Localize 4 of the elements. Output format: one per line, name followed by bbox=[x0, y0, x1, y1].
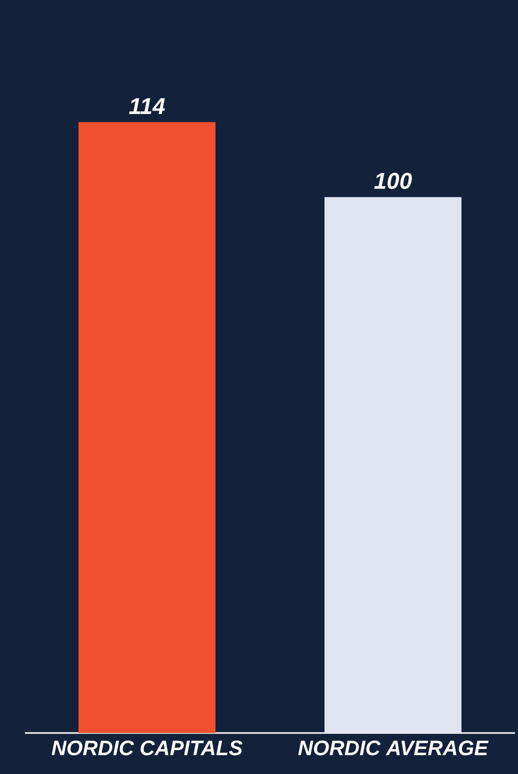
data-label: 100 bbox=[374, 172, 412, 189]
data-label: 114 bbox=[129, 98, 165, 114]
x-tick-label: NORDIC AVERAGE bbox=[298, 740, 489, 756]
x-tick-label: NORDIC CAPITALS bbox=[52, 740, 242, 756]
